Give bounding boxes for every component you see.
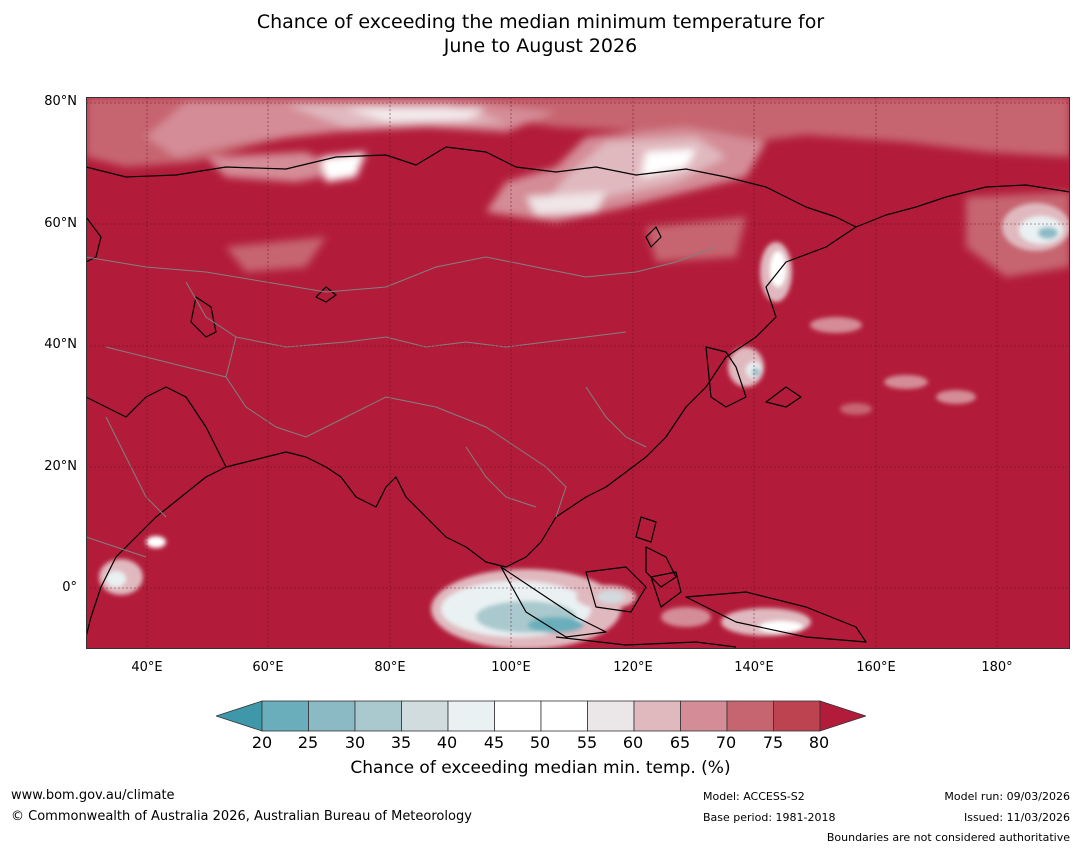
colorbar-segment <box>680 700 728 732</box>
lon-label-40e: 40°E <box>131 660 163 675</box>
colorbar-tick-20: 20 <box>251 733 273 752</box>
copyright-text: © Commonwealth of Australia 2026, Austra… <box>11 809 472 824</box>
high-latitude-anomaly-region <box>86 97 1070 277</box>
colorbar-segment <box>726 700 774 732</box>
colorbar-tick-70: 70 <box>715 733 737 752</box>
lat-label-40n: 40°N <box>44 337 77 352</box>
lat-label-60n: 60°N <box>44 216 77 231</box>
colorbar-segment <box>401 700 449 732</box>
colorbar-tick-35: 35 <box>390 733 412 752</box>
base-period-text: Base period: 1981-2018 <box>703 811 836 824</box>
colorbar-tick-60: 60 <box>622 733 644 752</box>
lon-label-180: 180° <box>981 660 1013 675</box>
lon-label-120e: 120°E <box>613 660 653 675</box>
lon-label-140e: 140°E <box>734 660 774 675</box>
colorbar-extend-high <box>819 700 868 732</box>
colorbar-label: Chance of exceeding median min. temp. (%… <box>350 758 731 778</box>
lon-label-160e: 160°E <box>856 660 896 675</box>
issued-text: Issued: 11/03/2026 <box>963 811 1070 824</box>
country-boundaries <box>86 246 717 558</box>
colorbar-segment <box>773 700 821 732</box>
graticule <box>86 97 1070 649</box>
colorbar-tick-50: 50 <box>529 733 551 752</box>
local-low-probability-spots <box>99 203 1070 595</box>
colorbar <box>214 700 868 732</box>
coastlines <box>86 146 1070 648</box>
colorbar-tick-80: 80 <box>808 733 830 752</box>
colorbar-segment <box>261 700 309 732</box>
lat-label-80n: 80°N <box>44 94 77 109</box>
indonesia-low-probability-region <box>431 569 811 649</box>
lon-label-100e: 100°E <box>491 660 531 675</box>
colorbar-segment <box>308 700 356 732</box>
lat-label-20n: 20°N <box>44 459 77 474</box>
colorbar-segment <box>587 700 635 732</box>
colorbar-segment <box>354 700 402 732</box>
colorbar-segment <box>633 700 681 732</box>
colorbar-tick-25: 25 <box>297 733 319 752</box>
colorbar-tick-75: 75 <box>762 733 784 752</box>
lon-label-60e: 60°E <box>252 660 284 675</box>
colorbar-tick-45: 45 <box>483 733 505 752</box>
lon-label-80e: 80°E <box>374 660 406 675</box>
lat-label-equator: 0° <box>62 580 77 595</box>
colorbar-extend-low <box>214 700 263 732</box>
colorbar-segment <box>494 700 542 732</box>
colorbar-tick-30: 30 <box>344 733 366 752</box>
model-text: Model: ACCESS-S2 <box>703 790 805 803</box>
boundaries-disclaimer: Boundaries are not considered authoritat… <box>826 831 1070 844</box>
map-title-line-1: Chance of exceeding the median minimum t… <box>256 11 825 33</box>
colorbar-tick-55: 55 <box>576 733 598 752</box>
colorbar-tick-40: 40 <box>436 733 458 752</box>
map-title-line-2: June to August 2026 <box>443 35 638 57</box>
website-link[interactable]: www.bom.gov.au/climate <box>11 788 175 803</box>
forecast-map <box>86 97 1070 649</box>
colorbar-tick-65: 65 <box>669 733 691 752</box>
model-run-text: Model run: 09/03/2026 <box>944 790 1070 803</box>
colorbar-segment <box>447 700 495 732</box>
colorbar-segment <box>540 700 588 732</box>
